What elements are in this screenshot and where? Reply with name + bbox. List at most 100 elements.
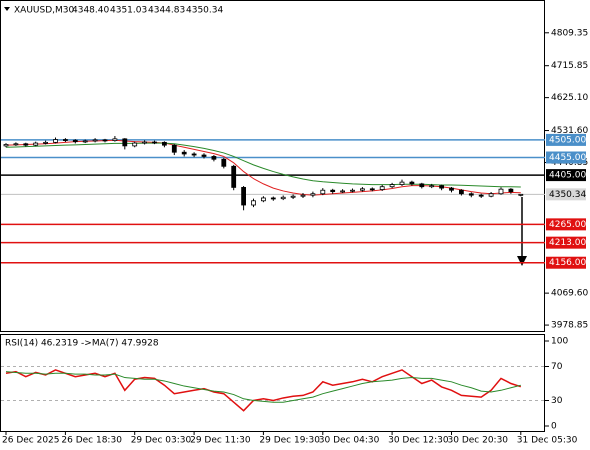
candle-body (468, 193, 474, 196)
last-price-label: 4350.34 (549, 190, 586, 200)
candle-body (369, 188, 375, 191)
rsi-panel (0, 334, 545, 432)
last-price-box (546, 188, 586, 201)
candle-body (320, 189, 326, 195)
candle-body (181, 151, 187, 155)
candle-body (260, 197, 266, 202)
x-tick-label: 29 Dec 19:30 (259, 436, 320, 446)
candle-body (340, 190, 346, 193)
candle-body (142, 141, 148, 144)
level-label: 4213.00 (549, 238, 586, 248)
x-tick-label: 30 Dec 04:30 (319, 436, 380, 446)
level-label-box (546, 169, 586, 182)
level-label-box (546, 151, 586, 164)
level-label-box (546, 236, 586, 249)
candle-body (23, 143, 29, 146)
x-tick-label: 26 Dec 18:30 (61, 436, 122, 446)
x-tick-label: 31 Dec 05:30 (517, 436, 578, 446)
candle-body (251, 200, 256, 206)
candle-body (409, 181, 415, 185)
ohlc-value: 4351.03 (110, 6, 147, 16)
rsi-line (5, 369, 522, 412)
x-tick-label: 29 Dec 03:30 (131, 436, 192, 446)
level-label: 4505.00 (549, 135, 586, 145)
rsi-title: RSI(14) 46.2319 ->MA(7) 47.9928 (5, 339, 159, 349)
level-label: 4265.00 (549, 220, 586, 230)
candle-body (310, 193, 316, 196)
moving-average (5, 139, 521, 196)
candle-body (290, 195, 296, 198)
level-label-box (546, 133, 586, 146)
candle-body (330, 189, 336, 193)
candle-body (300, 194, 306, 197)
candle-body (399, 181, 405, 185)
candle-body (498, 188, 504, 195)
candle-body (92, 139, 98, 142)
menu-triangle[interactable] (4, 7, 10, 11)
x-tick-label: 26 Dec 2025 (2, 436, 60, 446)
candle-body (53, 139, 58, 143)
ohlc-value: 4348.40 (72, 6, 109, 16)
candle-body (63, 139, 68, 141)
candle-body (152, 141, 157, 144)
y-tick-label: 4809.35 (551, 28, 588, 38)
candle-body (419, 183, 425, 188)
y-tick-label: 0 (551, 422, 557, 432)
ohlc-value: 4350.34 (186, 6, 223, 16)
candle-body (33, 142, 39, 146)
candle-body (221, 158, 227, 167)
candle-body (449, 187, 454, 191)
candle-body (241, 187, 247, 206)
candle-body (429, 185, 435, 188)
x-tick-label: 30 Dec 20:30 (448, 436, 509, 446)
candle-body (211, 156, 217, 160)
candle-body (201, 154, 207, 157)
candle-body (458, 189, 464, 195)
candle-body (439, 185, 445, 189)
candle-body (191, 153, 197, 156)
symbol-title: XAUUSD,M30 (14, 6, 74, 16)
candle-body (3, 144, 9, 147)
rsi-line (5, 371, 521, 403)
y-tick-label: 4715.85 (551, 61, 588, 71)
y-tick-label: 100 (551, 337, 568, 347)
level-label: 4156.00 (549, 258, 586, 268)
x-tick-label: 30 Dec 12:30 (388, 436, 449, 446)
candle-body (280, 196, 286, 200)
candle-body (488, 193, 494, 197)
candle-body (112, 138, 118, 142)
candle-body (270, 197, 276, 200)
y-tick-label: 3978.85 (551, 321, 588, 331)
candle-body (72, 139, 78, 143)
main-panel (0, 0, 545, 332)
ohlc-value: 4344.83 (148, 6, 185, 16)
x-tick-label: 29 Dec 11:30 (190, 436, 251, 446)
candle-body (43, 141, 48, 144)
arrow-head (517, 256, 527, 266)
candle-body (518, 193, 524, 196)
candle-body (379, 186, 385, 190)
candle-body (478, 194, 484, 197)
y-tick-label: 4531.60 (551, 126, 588, 136)
level-label-box (546, 256, 586, 269)
level-label: 4455.00 (549, 153, 586, 163)
y-tick-label: 4625.10 (551, 93, 588, 103)
y-tick-label: 30 (551, 396, 563, 406)
moving-average (5, 142, 521, 188)
candle-body (231, 165, 237, 188)
candle-body (122, 138, 128, 147)
candle-body (82, 140, 88, 143)
candle-body (171, 144, 177, 153)
y-tick-label: 4069.60 (551, 289, 588, 299)
candle-body (359, 188, 365, 191)
candle-body (102, 139, 108, 142)
candle-body (350, 189, 355, 192)
y-tick-label: 70 (551, 362, 563, 372)
candle-body (13, 143, 19, 146)
level-label: 4405.00 (549, 171, 586, 181)
candle-body (508, 188, 514, 193)
level-label-box (546, 218, 586, 231)
candle-body (389, 184, 395, 188)
candle-body (132, 142, 138, 147)
